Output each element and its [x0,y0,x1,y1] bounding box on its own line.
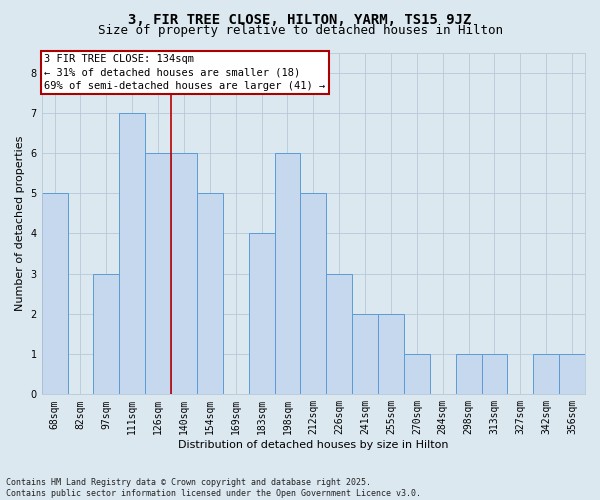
Bar [248,234,275,394]
Bar [533,354,559,395]
Text: 3 FIR TREE CLOSE: 134sqm
← 31% of detached houses are smaller (18)
69% of semi-d: 3 FIR TREE CLOSE: 134sqm ← 31% of detach… [44,54,326,90]
Bar [94,274,119,394]
Y-axis label: Number of detached properties: Number of detached properties [15,136,25,311]
Bar [404,354,430,395]
Bar [455,354,482,395]
Bar [275,153,301,394]
Bar [378,314,404,394]
Bar [352,314,378,394]
Text: Size of property relative to detached houses in Hilton: Size of property relative to detached ho… [97,24,503,37]
Bar [482,354,508,395]
Bar [197,194,223,394]
Bar [41,194,68,394]
Bar [301,194,326,394]
Bar [145,153,171,394]
Bar [171,153,197,394]
Bar [559,354,585,395]
X-axis label: Distribution of detached houses by size in Hilton: Distribution of detached houses by size … [178,440,449,450]
Text: Contains HM Land Registry data © Crown copyright and database right 2025.
Contai: Contains HM Land Registry data © Crown c… [6,478,421,498]
Bar [119,113,145,394]
Bar [326,274,352,394]
Text: 3, FIR TREE CLOSE, HILTON, YARM, TS15 9JZ: 3, FIR TREE CLOSE, HILTON, YARM, TS15 9J… [128,12,472,26]
